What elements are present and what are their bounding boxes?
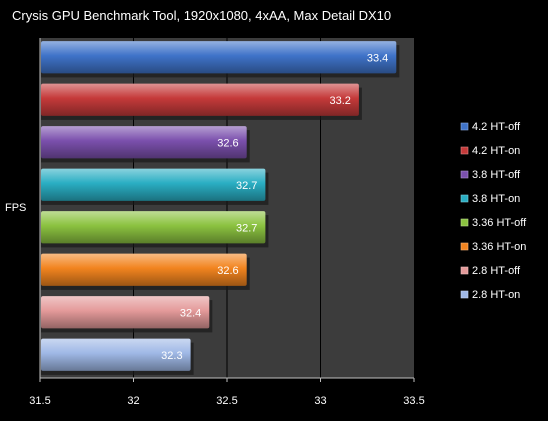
legend-swatch: [460, 194, 469, 203]
data-label: 32.7: [236, 222, 257, 234]
y-axis-label: FPS: [5, 202, 26, 214]
legend-label: 2.8 HT-on: [472, 289, 520, 301]
bar: [41, 253, 247, 286]
legend-label: 3.8 HT-on: [472, 193, 520, 205]
chart-title: Crysis GPU Benchmark Tool, 1920x1080, 4x…: [12, 8, 391, 23]
legend-swatch: [460, 218, 469, 227]
bar: [41, 41, 397, 74]
bar: [41, 211, 266, 244]
data-label: 32.3: [161, 350, 182, 362]
bar: [41, 126, 247, 159]
legend-label: 2.8 HT-off: [472, 265, 521, 277]
data-label: 32.7: [236, 180, 257, 192]
bar: [41, 296, 210, 329]
x-tick-label: 33: [314, 395, 326, 407]
legend-label: 4.2 HT-off: [472, 121, 521, 133]
x-tick-label: 32.5: [216, 395, 237, 407]
legend-swatch: [460, 266, 469, 275]
x-tick-label: 32: [127, 395, 139, 407]
data-label: 32.6: [217, 265, 238, 277]
x-tick-labels: 31.5 32 32.5 33 33.5: [29, 395, 424, 407]
data-label: 32.4: [180, 307, 201, 319]
legend-swatch: [460, 242, 469, 251]
legend-label: 3.8 HT-off: [472, 169, 521, 181]
legend-label: 4.2 HT-on: [472, 145, 520, 157]
bar: [41, 168, 266, 201]
data-label: 33.4: [367, 52, 388, 64]
legend-swatch: [460, 170, 469, 179]
data-label: 33.2: [329, 95, 350, 107]
x-tick-label: 33.5: [403, 395, 424, 407]
bar: [41, 338, 191, 371]
legend-swatch: [460, 290, 469, 299]
data-label: 32.6: [217, 137, 238, 149]
axes: [39, 38, 414, 379]
legend: 4.2 HT-off 4.2 HT-on 3.8 HT-off 3.8 HT-on 3.…: [460, 121, 527, 301]
legend-label: 3.36 HT-on: [472, 241, 526, 253]
x-tick-label: 31.5: [29, 395, 50, 407]
bars: 33.4 33.2 32.6 32.7 32.7 32.6 32.4 32.3: [41, 41, 400, 375]
legend-label: 3.36 HT-off: [472, 217, 527, 229]
legend-swatch: [460, 146, 469, 155]
bar: [41, 83, 359, 116]
legend-swatch: [460, 122, 469, 131]
